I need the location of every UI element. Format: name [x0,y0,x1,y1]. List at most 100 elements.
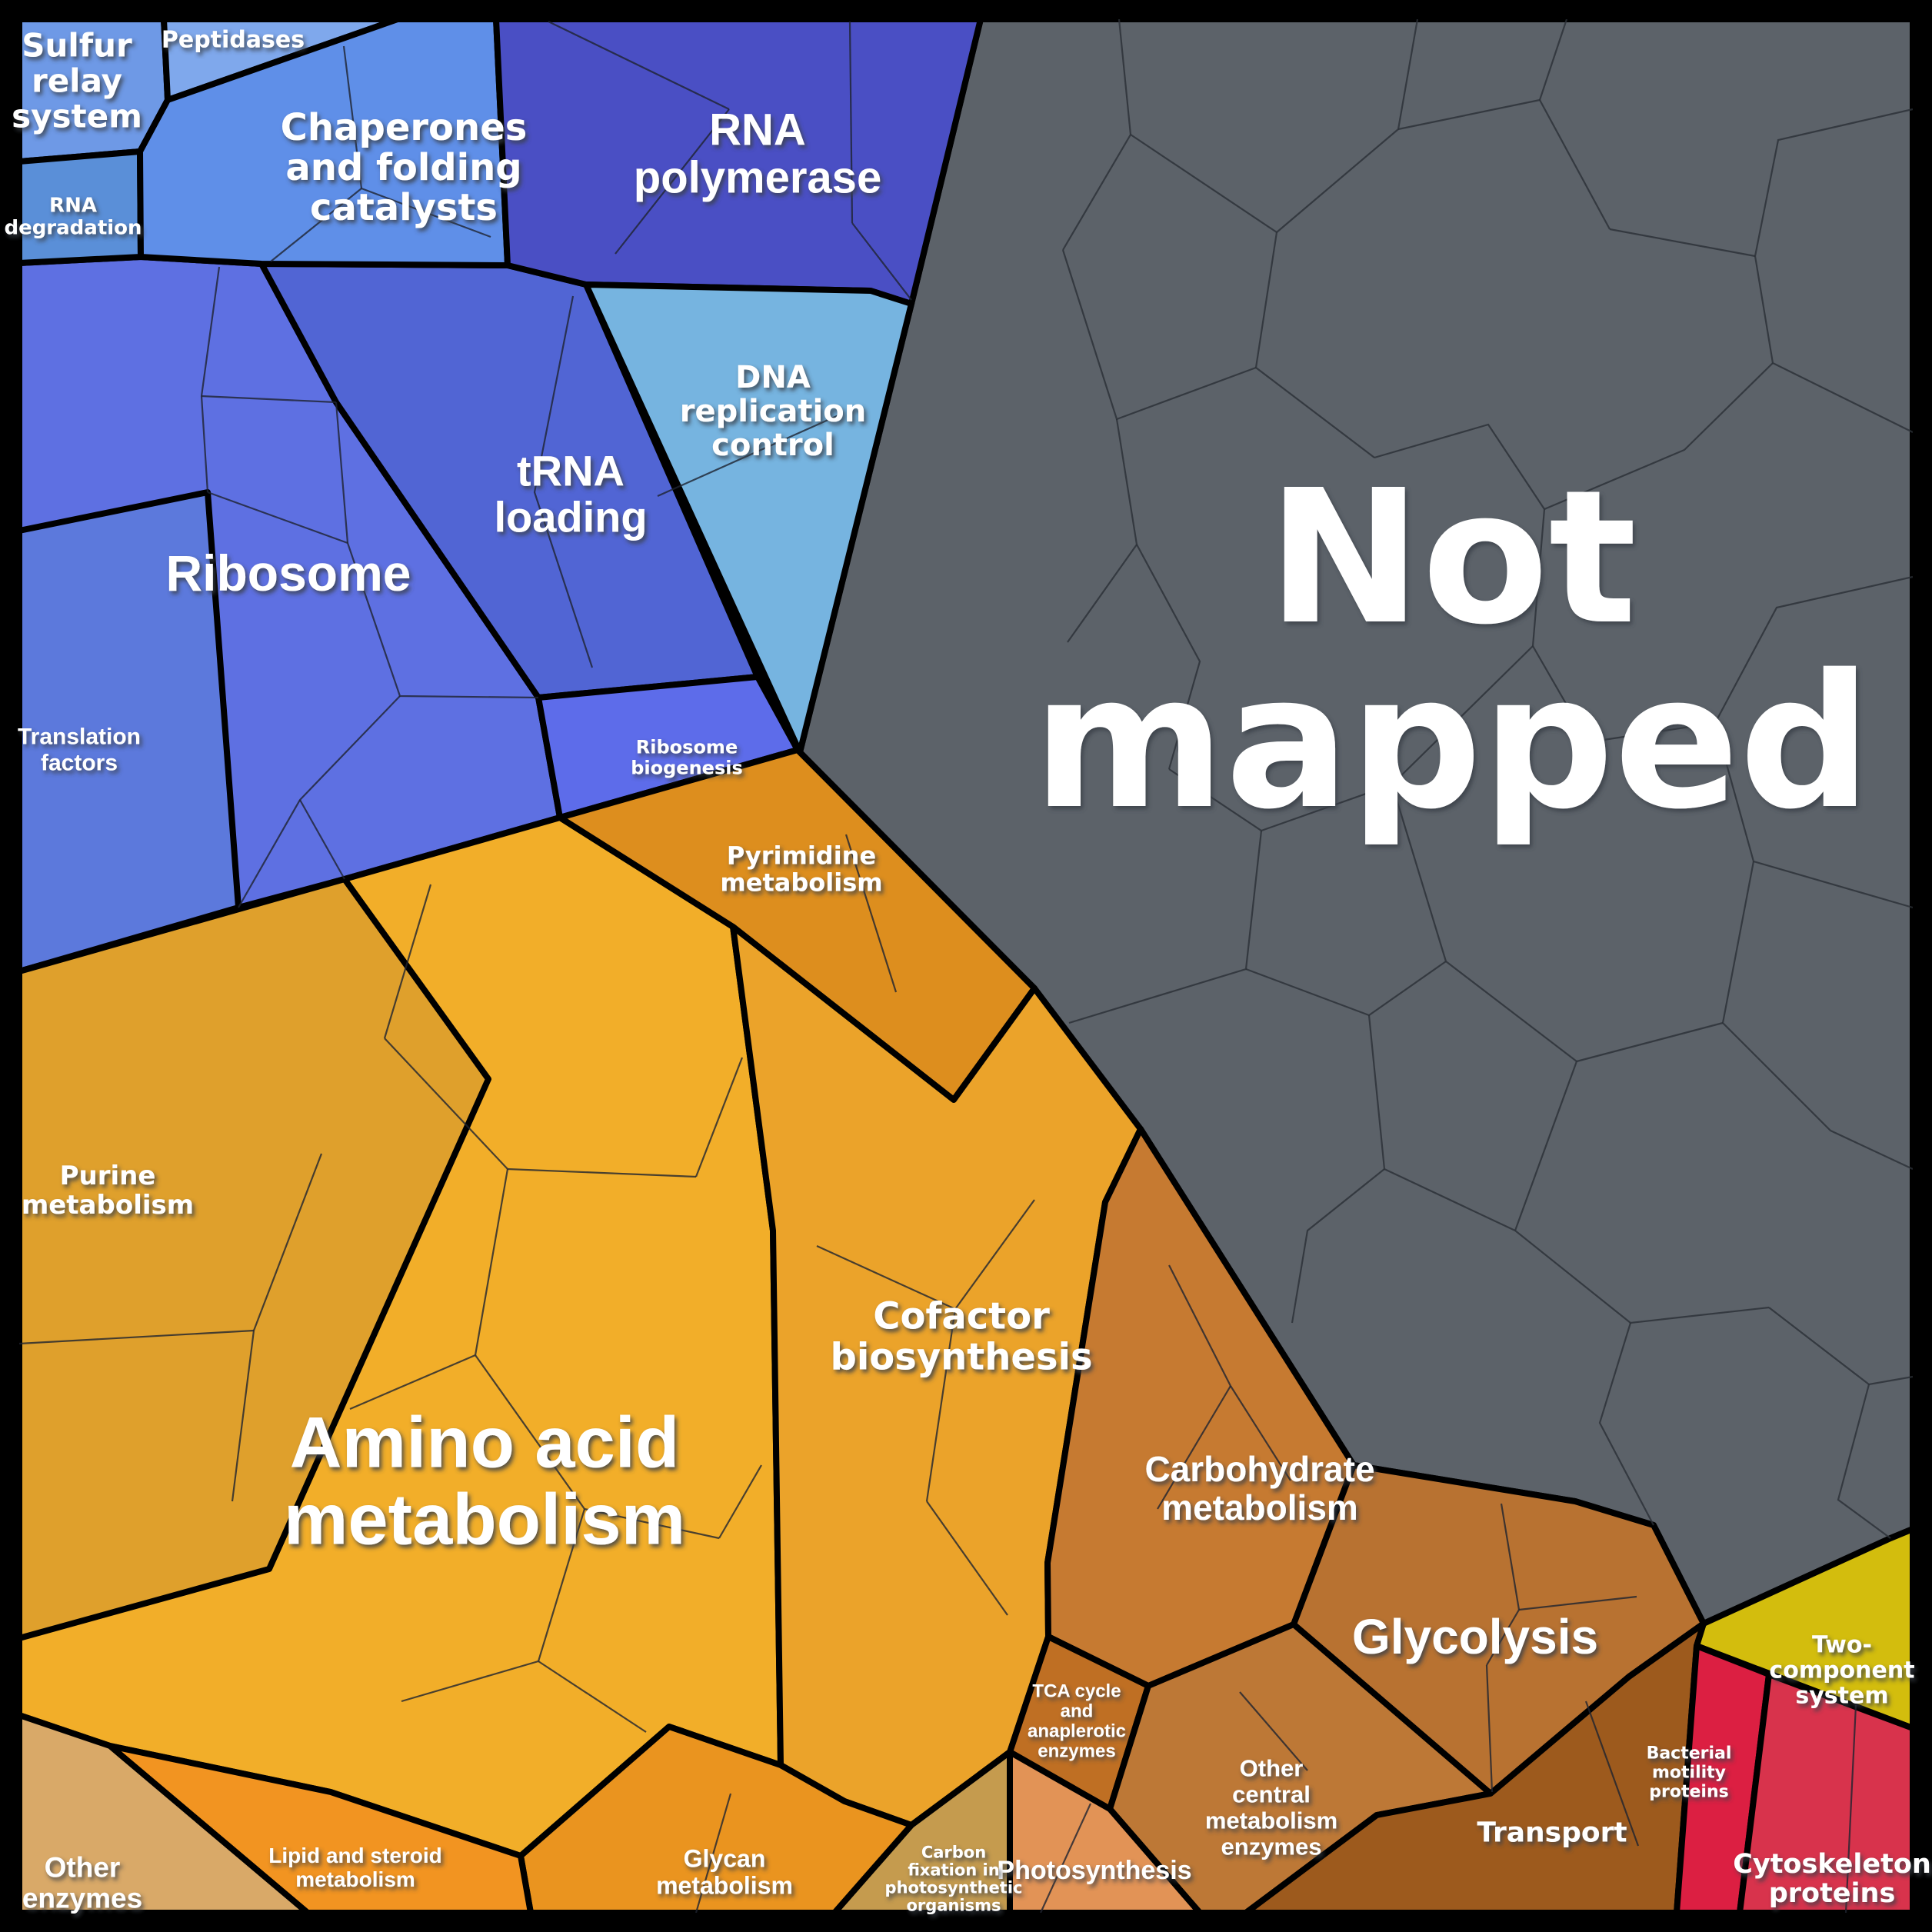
region-polygons [16,16,1916,1916]
subcell-line-not_mapped [1576,1021,1724,1063]
region-label-rna_polymerase: RNA polymerase [634,105,881,203]
region-label-other_central: Other central metabolism enzymes [1205,1755,1337,1860]
subcell-line-not_mapped [1136,544,1201,770]
subcell-line-not_mapped [1538,18,1568,101]
region-label-cytoskeleton: Cytoskeleton proteins [1733,1849,1931,1909]
subcell-lines [18,18,1914,1914]
subcell-line-ribosome [335,401,349,544]
region-label-purine: Purine metabolism [22,1161,194,1221]
subcell-line-cofactor [925,1308,957,1502]
subcell-line-ribosome [299,799,345,880]
subcell-line-rna_polymerase [615,108,730,255]
subcell-line-not_mapped [1714,575,1914,724]
subcell-line-not_mapped [1130,134,1277,233]
region-label-two_component: Two-component system [1769,1632,1914,1710]
subcell-line-not_mapped [1531,508,1546,647]
region-label-carbon_fixation: Carbon fixation in photosynthetic organisms [885,1844,1023,1915]
region-label-not_mapped: Not mapped [1033,450,1871,850]
region-label-ribosome_biogenesis: Ribosome biogenesis [631,737,743,779]
subcell-line-amino_acid [384,1038,508,1170]
region-label-rna_degradation: RNA degradation [4,195,142,240]
subcell-line-amino_acid [383,884,432,1039]
subcell-line-amino_acid [538,1661,647,1733]
subcell-line-amino_acid [584,1507,720,1540]
subcell-line-not_mapped [1445,961,1577,1062]
subcell-line-amino_acid [507,1168,697,1178]
subcell-line-chaperones [361,187,491,238]
subcell-line-not_mapped [1754,108,1914,257]
region-label-ribosome: Ribosome [165,545,411,601]
subcell-line-not_mapped [1291,1168,1385,1324]
subcell-line-not_mapped [1397,98,1541,131]
region-labels: Not mapped Ribosome Translation factors tRNA l… [4,27,1930,1915]
subcell-line-amino_acid [401,1660,539,1703]
region-label-amino_acid: Amino acid metabolism [284,1402,685,1560]
subcell-line-not_mapped [1539,99,1611,230]
subcell-line-not_mapped [1544,362,1774,511]
subcell-line-other_central [1239,1691,1308,1771]
subcell-line-cofactor [816,1244,956,1311]
subcell-line-photosynthesis [1039,1803,1092,1914]
region-label-pyrimidine: Pyrimidine metabolism [720,841,882,898]
subcell-line-rna_polymerase [848,21,854,224]
subcell-line-not_mapped [1598,1322,1654,1526]
subcell-line-not_mapped [1374,423,1545,510]
region-label-carbohydrate: Carbohydrate metabolism [1144,1449,1374,1527]
subcell-line-trna_loading [533,295,594,668]
region-dna_replication [583,281,914,755]
subcell-line-not_mapped [1837,1384,1891,1539]
subcell-line-carbohydrate [1157,1385,1231,1510]
subcell-line-amino_acid [475,1354,585,1510]
subcell-line-dna_replication [657,414,839,498]
region-label-sulfur_relay: Sulfur relay system [12,27,142,135]
subcell-line-glycolysis [1485,1664,1494,1793]
region-label-tca: TCA cycle and anaplerotic enzymes [1028,1681,1126,1762]
subcell-line-not_mapped [1391,645,1534,785]
region-label-glycolysis: Glycolysis [1352,1609,1598,1664]
region-label-transport: Transport [1477,1817,1627,1849]
subcell-line-ribosome [201,395,337,404]
subcell-line-ribosome [207,491,348,545]
subcell-line-purine [18,1329,255,1345]
subcell-line-glycan [695,1793,732,1914]
subcell-line-purine [252,1153,323,1331]
subcell-line-carbohydrate [1230,1385,1291,1481]
subcell-line-not_mapped [1532,645,1716,744]
subcell-line-not_mapped [1514,1061,1578,1231]
region-label-cofactor: Cofactor biosynthesis [830,1295,1092,1379]
region-label-photosynthesis: Photosynthesis [997,1856,1191,1885]
subcell-line-purine [231,1330,255,1502]
subcell-line-amino_acid [474,1168,509,1356]
region-label-peptidases: Peptidases [162,27,305,54]
subcell-line-glycolysis [1500,1503,1521,1611]
subcell-line-amino_acid [695,1057,744,1178]
subcell-line-amino_acid [718,1464,762,1539]
subcell-line-chaperones [342,45,363,189]
region-label-chaperones: Chaperones and folding catalysts [281,106,528,229]
region-label-dna_replication: DNA replication control [680,360,866,463]
subcell-line-pyrimidine [844,834,898,993]
subcell-line-rna_polymerase [548,21,730,110]
region-label-other_enzymes: Other enzymes [22,1852,142,1914]
subcell-line-chaperones [270,188,362,262]
region-label-translation_factors: Translation factors [18,724,141,776]
subcell-line-transport [1584,1700,1640,1847]
subcell-line-cofactor [954,1199,1035,1310]
subcell-line-cytoskeleton [1844,1704,1857,1914]
subcell-line-amino_acid [537,1508,586,1662]
region-label-lipid: Lipid and steroid metabolism [268,1844,442,1891]
region-label-glycan: Glycan metabolism [656,1845,793,1900]
subcell-line-cofactor [926,1501,1008,1616]
subcell-line-glycolysis [1518,1595,1637,1611]
region-label-bacterial_motility: Bacterial motility proteins [1647,1744,1732,1802]
subcell-line-carbohydrate [1168,1264,1231,1387]
region-label-trna_loading: tRNA loading [494,447,647,541]
subcell-line-not_mapped [1391,784,1447,962]
subcell-line-amino_acid [349,1354,476,1411]
subcell-line-not_mapped [1609,228,1756,258]
subcell-line-rna_polymerase [851,222,912,301]
subcell-line-glycolysis [1486,1609,1520,1666]
subcell-line-not_mapped [1830,1130,1914,1170]
